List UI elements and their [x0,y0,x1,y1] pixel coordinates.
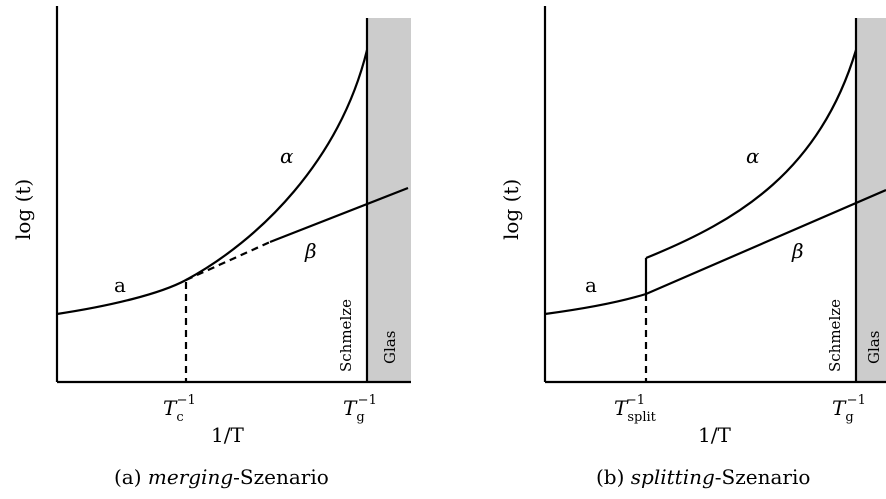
label-glas: Glas [865,331,883,364]
tick-tg: Tg−1 [832,393,866,425]
label-a: a [114,273,126,297]
glass-region [367,18,411,382]
tick-tc: Tc−1 [163,393,196,425]
label-schmelze: Schmelze [826,299,844,372]
caption-b: (b) splitting-Szenario [596,465,810,489]
panel-a: a α β Schmelze Glas log (t) Tc−1 Tg−1 1/… [11,6,411,489]
label-a: a [585,273,597,297]
label-alpha: α [746,144,760,168]
y-axis-label: log (t) [499,179,523,240]
label-schmelze: Schmelze [337,299,355,372]
label-glas: Glas [381,331,399,364]
caption-a: (a) merging-Szenario [114,465,329,489]
beta-curve [269,186,409,244]
beta-curve [544,188,886,316]
y-axis-label: log (t) [11,179,35,240]
x-axis-label: 1/T [211,423,244,447]
label-alpha: α [280,144,294,168]
tick-tg: Tg−1 [343,393,377,425]
x-axis-label: 1/T [698,423,731,447]
panel-b: a α β Schmelze Glas log (t) Tsplit−1 Tg−… [499,6,886,489]
alpha-curve [645,49,858,260]
label-beta: β [304,239,317,263]
alpha-curve [56,49,369,316]
tick-tsplit: Tsplit−1 [614,393,657,425]
label-beta: β [791,239,804,263]
beta-dashed [185,240,271,282]
